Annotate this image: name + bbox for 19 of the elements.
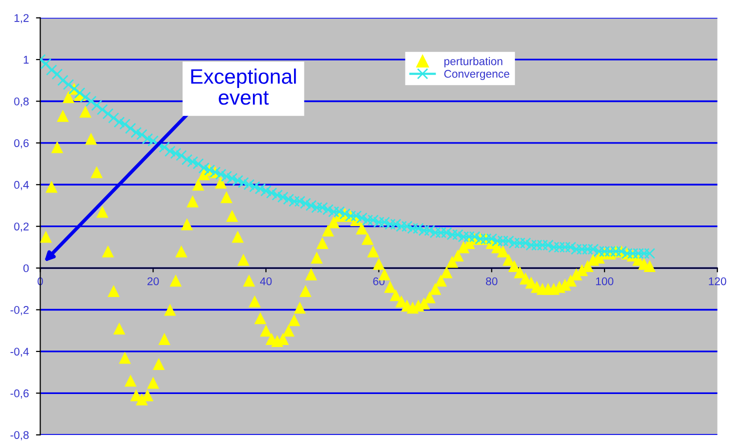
- y-tick-label: 0,6: [14, 139, 29, 148]
- x-tick-label: 100: [596, 277, 614, 286]
- x-tick-label: 40: [260, 277, 272, 286]
- legend-label: Convergence: [444, 70, 510, 80]
- y-tick-label: 0,4: [14, 180, 29, 190]
- x-tick-label: 20: [147, 277, 159, 286]
- y-tick-label: 1: [24, 56, 29, 64]
- y-tick-label: -0,6: [10, 389, 29, 399]
- legend-label: perturbation: [444, 57, 502, 68]
- y-tick-label: -0,8: [10, 431, 29, 440]
- y-tick-label: -0,2: [10, 306, 29, 316]
- annotation: Exceptional event: [191, 68, 296, 105]
- y-tick-label: -0,4: [10, 348, 29, 357]
- y-tick-label: 0,8: [14, 98, 29, 107]
- y-tick-label: 0,2: [14, 222, 29, 232]
- x-tick-label: 120: [708, 277, 726, 286]
- y-tick-label: 1,2: [14, 14, 29, 24]
- x-tick-label: 80: [486, 277, 498, 286]
- y-tick-label: 0: [23, 264, 29, 272]
